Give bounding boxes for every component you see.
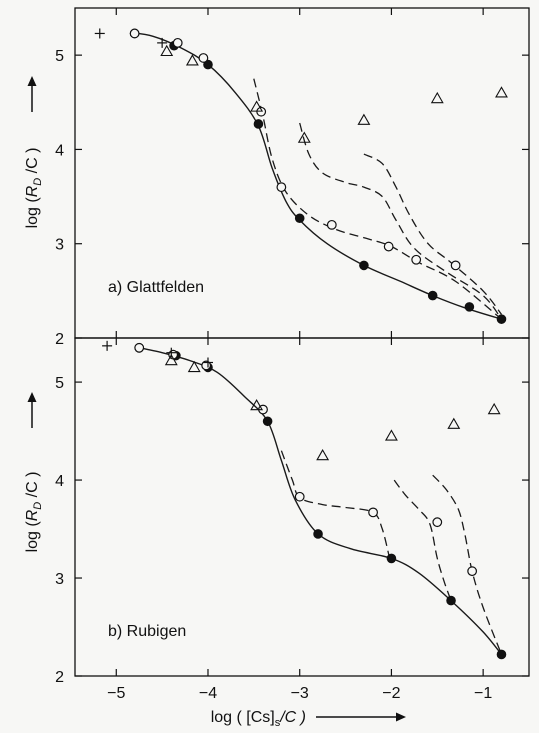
curves-top	[129, 31, 503, 320]
y-axis-title-top: log (RD /C )	[24, 148, 44, 229]
point-open-circle	[294, 491, 305, 502]
solid-curve-bottom-4	[134, 346, 503, 655]
point-open-circle	[411, 254, 422, 265]
point-open-circle	[129, 28, 140, 39]
point-filled-circle	[294, 213, 305, 224]
point-open-triangle	[357, 113, 371, 125]
y-tick-label: 3	[55, 571, 64, 588]
point-plus	[94, 28, 105, 39]
point-filled-circle	[253, 119, 264, 129]
x-axis-arrow	[316, 712, 406, 722]
panel-label-rubigen: b) Rubigen	[108, 623, 186, 640]
point-open-triangle	[164, 353, 178, 366]
dashed-curve-top-6	[299, 122, 503, 320]
point-open-triangle	[250, 100, 264, 112]
solid-curve-top-4	[129, 31, 502, 320]
y-tick-label: 3	[55, 237, 64, 254]
dashed-curve-bottom-7	[432, 474, 503, 655]
y-axis-title-bottom: log (RD /C )	[24, 472, 44, 553]
x-axis-title: log ( [Cs]s/C )	[211, 709, 306, 729]
y-tick-label: 5	[55, 375, 64, 392]
x-tick-label: −1	[474, 685, 492, 702]
dashed-curve-top-5	[253, 78, 502, 320]
point-plus	[157, 37, 168, 48]
point-open-triangle	[447, 417, 461, 429]
x-tick-label: −4	[199, 685, 217, 702]
point-open-circle	[368, 507, 378, 518]
point-open-circle	[256, 106, 267, 117]
point-filled-circle	[496, 649, 507, 660]
point-open-triangle	[495, 86, 508, 98]
y-tick-label: 4	[55, 473, 64, 490]
panel-glattfelden: 2 3 4 5 a) Glattfelden	[55, 7, 530, 348]
point-open-circle	[276, 182, 287, 193]
point-filled-circle	[464, 302, 475, 312]
point-filled-circle	[262, 416, 273, 427]
point-open-circle	[383, 241, 394, 252]
point-open-triangle	[430, 91, 444, 104]
markers-bottom	[102, 340, 507, 660]
point-open-triangle	[185, 54, 199, 66]
point-open-circle	[198, 53, 209, 63]
plot-frame-bottom	[74, 337, 530, 677]
x-tick-label: −2	[382, 685, 400, 702]
curves-bottom	[134, 346, 503, 655]
ticks-bottom: −5 −4 −3 −2 −1 2 3 4 5	[55, 338, 529, 702]
y-tick-label: 5	[55, 48, 64, 65]
point-filled-circle	[427, 290, 438, 301]
dashed-curve-top-7	[363, 153, 503, 315]
point-open-circle	[450, 260, 461, 271]
point-open-triangle	[250, 398, 264, 411]
point-open-triangle	[384, 429, 398, 441]
x-tick-label: −3	[291, 685, 309, 702]
y-tick-label: 2	[55, 331, 64, 348]
x-tick-label: −5	[107, 685, 125, 702]
y-tick-label: 4	[55, 142, 64, 159]
y-tick-label: 2	[55, 669, 64, 686]
point-open-circle	[467, 566, 478, 577]
point-filled-circle	[359, 260, 369, 271]
point-plus	[166, 347, 177, 358]
dashed-curve-bottom-6	[393, 479, 452, 601]
y-axis-arrow-bottom	[27, 392, 37, 428]
point-filled-circle	[313, 529, 323, 539]
point-open-triangle	[297, 131, 311, 143]
point-plus	[202, 357, 213, 368]
y-axis-arrow-top	[27, 76, 37, 112]
point-open-circle	[432, 517, 443, 528]
point-open-triangle	[316, 448, 330, 461]
panel-rubigen: −5 −4 −3 −2 −1 2 3 4 5 b) Rubigen	[55, 337, 530, 702]
point-filled-circle	[203, 59, 213, 70]
point-open-circle	[172, 37, 183, 48]
panel-label-glattfelden: a) Glattfelden	[108, 279, 204, 296]
point-open-circle	[134, 342, 145, 353]
point-open-triangle	[160, 44, 174, 57]
point-open-triangle	[187, 360, 201, 373]
point-filled-circle	[446, 595, 456, 606]
point-open-circle	[326, 219, 337, 230]
dashed-curve-bottom-5	[280, 450, 391, 559]
point-plus	[102, 340, 113, 351]
markers-top	[94, 28, 508, 324]
point-open-triangle	[487, 402, 501, 415]
point-filled-circle	[496, 314, 507, 324]
point-filled-circle	[386, 553, 397, 564]
